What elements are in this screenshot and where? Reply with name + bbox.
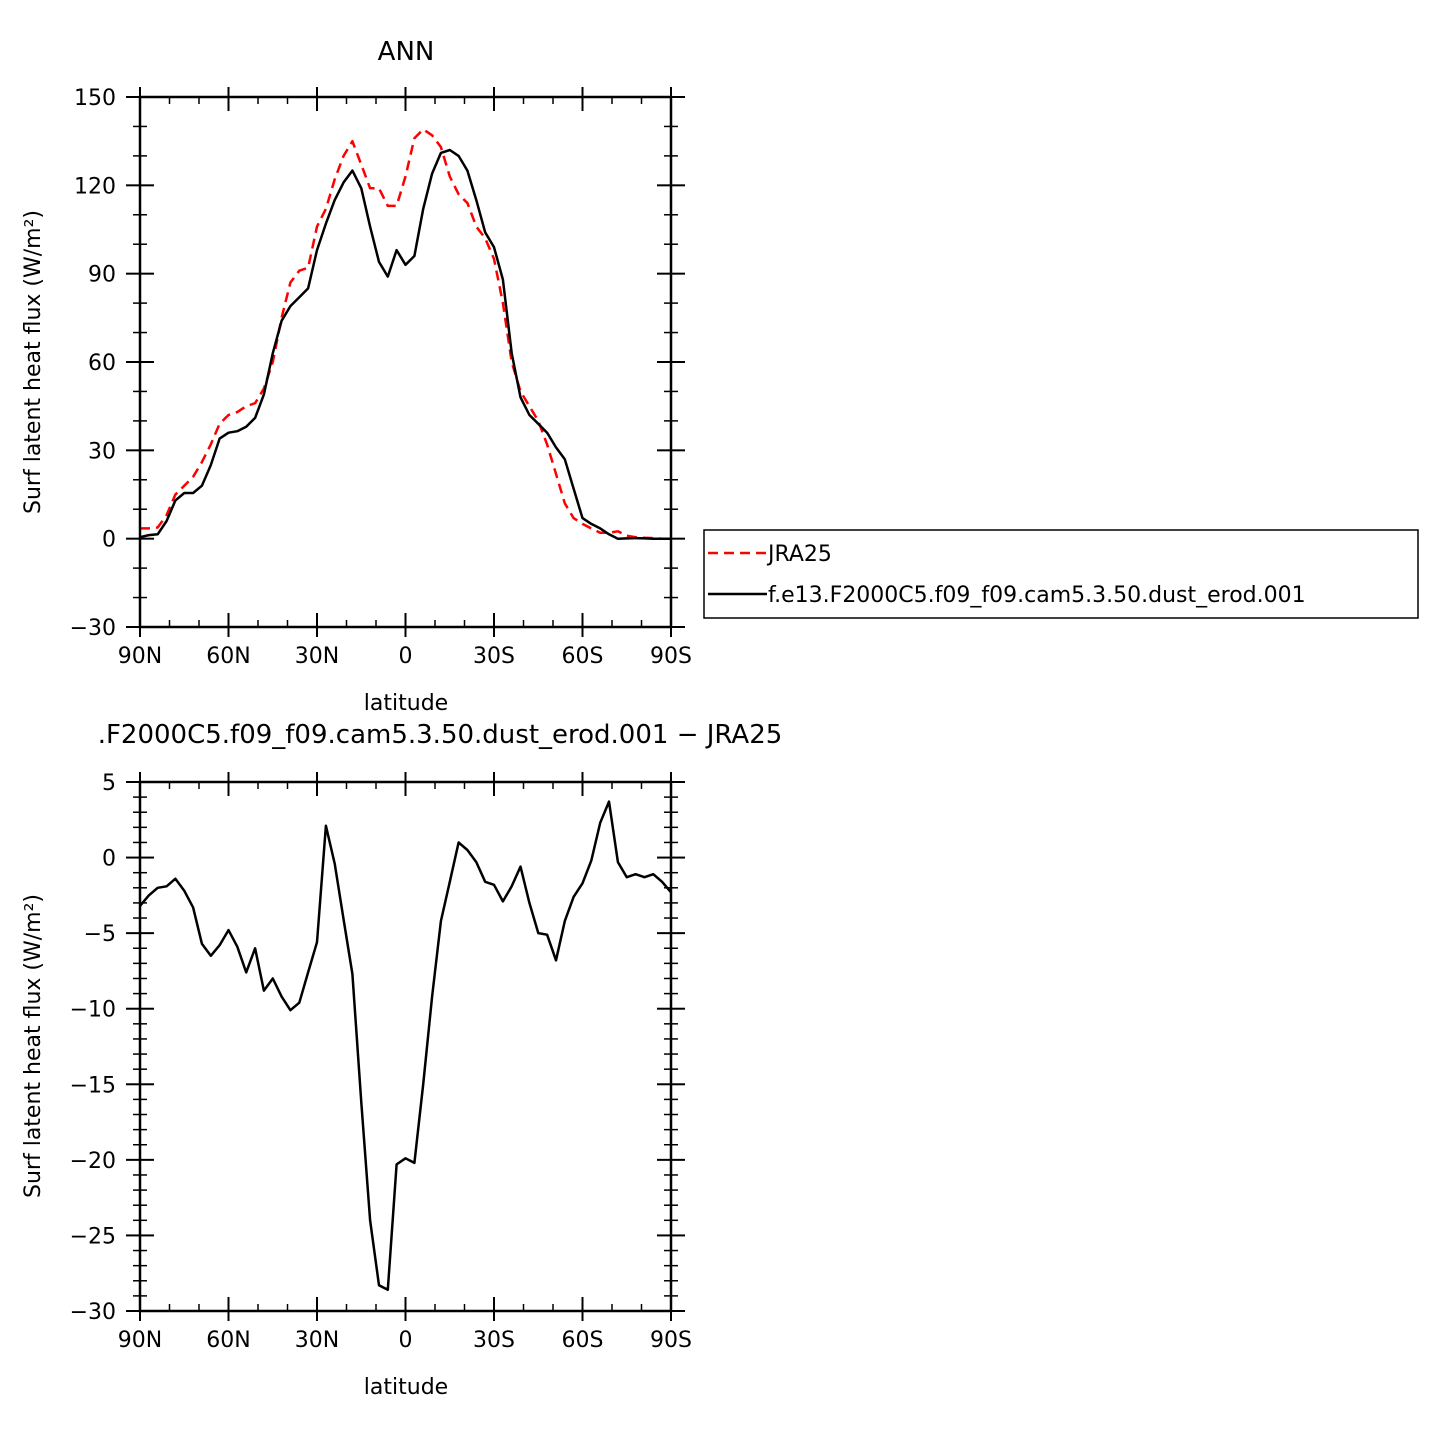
y-tick-label: 30: [88, 439, 116, 464]
y-tick-label: 120: [74, 174, 116, 199]
y-tick-label: −20: [70, 1149, 116, 1174]
bottom-panel: .F2000C5.f09_f09.cam5.3.50.dust_erod.001…: [21, 720, 782, 1400]
legend-label-model: f.e13.F2000C5.f09_f09.cam5.3.50.dust_ero…: [768, 583, 1306, 608]
y-tick-label: −15: [70, 1073, 116, 1098]
y-tick-label: −5: [84, 922, 116, 947]
x-tick-label: 90S: [650, 1328, 692, 1353]
x-tick-label: 60S: [562, 644, 604, 669]
x-tick-label: 90N: [118, 1328, 162, 1353]
x-tick-label: 30N: [295, 1328, 339, 1353]
series-line-1: [139, 148, 671, 540]
y-tick-label: 60: [88, 351, 116, 376]
y-tick-label: 0: [102, 847, 116, 872]
x-tick-label: 0: [399, 1328, 413, 1353]
top-plot-ticks: 90N 60N 30N 0 30S 60S 90S −30 0 30 60 90 120 150: [70, 86, 692, 669]
x-tick-label: 90S: [650, 644, 692, 669]
top-panel: ANN 90N 60N 30N 0 30S 60S 90S−300306090120150 …: [21, 37, 692, 716]
top-plot-lines: [139, 128, 671, 540]
y-tick-label: −25: [70, 1224, 116, 1249]
x-tick-label: 30S: [473, 1328, 515, 1353]
bottom-plot-lines: [139, 800, 672, 1292]
bottom-plot-title: .F2000C5.f09_f09.cam5.3.50.dust_erod.001…: [98, 720, 783, 750]
x-tick-label: 90N: [118, 644, 162, 669]
series-line-0: [140, 128, 671, 540]
y-tick-label: 150: [74, 86, 116, 111]
series-line-0: [139, 800, 672, 1292]
x-tick-label: 60N: [206, 1328, 250, 1353]
x-tick-label: 60N: [206, 644, 250, 669]
y-tick-label: −10: [70, 998, 116, 1023]
y-tick-label: −30: [70, 616, 116, 641]
legend-label-jra25: JRA25: [766, 542, 832, 567]
y-tick-label: 0: [102, 528, 116, 553]
y-tick-label: −30: [70, 1300, 116, 1325]
top-y-axis-title: Surf latent heat flux (W/m²): [21, 210, 46, 514]
x-tick-label: 60S: [562, 1328, 604, 1353]
y-tick-label: 5: [102, 771, 116, 796]
bottom-plot-ticks: 90N 60N 30N 0 30S 60S 90S −30 −25 −20 −15 −10 −5 0 5: [70, 771, 692, 1353]
legend-box: [703, 529, 1419, 619]
x-tick-label: 30S: [473, 644, 515, 669]
y-tick-label: 90: [88, 263, 116, 288]
x-tick-label: 0: [399, 644, 413, 669]
legend: JRA25 f.e13.F2000C5.f09_f09.cam5.3.50.du…: [703, 529, 1419, 619]
top-plot-title: ANN: [378, 37, 435, 67]
bottom-x-axis-title: latitude: [364, 1375, 448, 1400]
top-x-axis-title: latitude: [364, 691, 448, 716]
bottom-y-axis-title: Surf latent heat flux (W/m²): [21, 894, 46, 1198]
x-tick-label: 30N: [295, 644, 339, 669]
